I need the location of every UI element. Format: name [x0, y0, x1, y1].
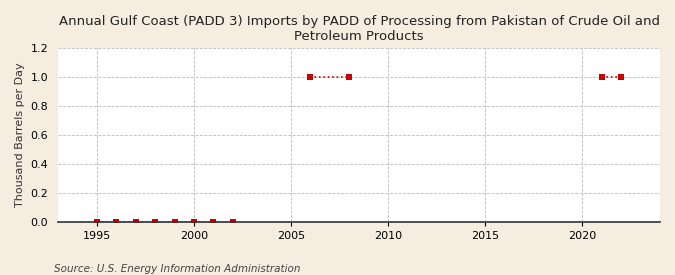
Text: Source: U.S. Energy Information Administration: Source: U.S. Energy Information Administ… — [54, 264, 300, 274]
Title: Annual Gulf Coast (PADD 3) Imports by PADD of Processing from Pakistan of Crude : Annual Gulf Coast (PADD 3) Imports by PA… — [59, 15, 659, 43]
Y-axis label: Thousand Barrels per Day: Thousand Barrels per Day — [15, 63, 25, 207]
